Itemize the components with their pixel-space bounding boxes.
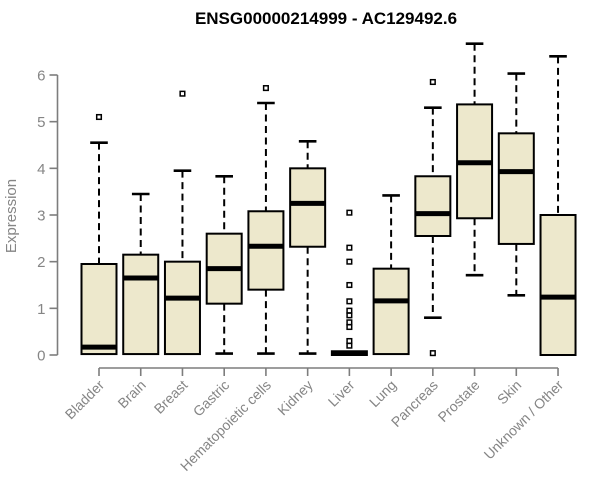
outlier-point: [346, 312, 353, 319]
iqr-box: [289, 167, 327, 248]
iqr-box: [163, 260, 201, 356]
iqr-box: [122, 253, 160, 356]
y-tick-label: 6: [37, 68, 45, 85]
outlier-point: [346, 258, 353, 265]
iqr-box: [80, 263, 118, 356]
x-tick-label: Brain: [114, 377, 148, 411]
outlier-point: [429, 350, 436, 357]
iqr-box: [497, 132, 535, 245]
box-lung: [372, 194, 410, 356]
box-hematopoietic-cells: [247, 85, 285, 355]
x-tick-label: Kidney: [274, 377, 316, 419]
box-gastric: [205, 174, 243, 355]
x-tick-label: Liver: [325, 377, 358, 410]
iqr-box: [247, 210, 285, 291]
y-axis-title: Expression: [3, 179, 20, 253]
iqr-box: [539, 214, 577, 356]
outlier-point: [346, 337, 353, 345]
outlier-point: [346, 281, 353, 289]
outlier-point: [346, 319, 353, 326]
x-tick-label: Breast: [151, 377, 191, 417]
x-tick-label: Lung: [366, 377, 399, 410]
iqr-box: [414, 175, 452, 237]
box-bladder: [80, 113, 118, 356]
box-breast: [163, 90, 201, 356]
box-skin: [497, 72, 535, 297]
box-brain: [122, 192, 160, 356]
box-prostate: [456, 42, 494, 277]
y-tick-label: 1: [37, 301, 45, 318]
x-tick-label: Bladder: [62, 377, 108, 423]
box-unknown-other: [539, 55, 577, 356]
y-tick-label: 0: [37, 348, 45, 365]
outlier-point: [346, 307, 353, 314]
box-kidney: [289, 139, 327, 355]
x-tick-label: Skin: [494, 377, 525, 408]
iqr-box: [372, 267, 410, 356]
chart-title: ENSG00000214999 - AC129492.6: [195, 9, 457, 28]
box-pancreas: [414, 78, 452, 357]
outlier-point: [179, 90, 186, 97]
outlier-point: [346, 323, 353, 331]
outlier-point: [262, 85, 269, 92]
x-tick-label: Unknown / Other: [481, 377, 567, 463]
y-tick-label: 5: [37, 114, 45, 131]
outlier-point: [429, 78, 436, 86]
outlier-point: [346, 209, 353, 216]
outlier-point: [346, 244, 353, 251]
y-tick-label: 3: [37, 208, 45, 225]
plot-area: [80, 42, 577, 357]
y-tick-label: 4: [37, 161, 45, 178]
outlier-point: [346, 342, 353, 349]
outlier-point: [346, 298, 353, 305]
x-tick-label: Prostate: [435, 377, 483, 425]
y-tick-label: 2: [37, 254, 45, 271]
outlier-point: [95, 113, 103, 121]
box-liver: [330, 209, 368, 356]
